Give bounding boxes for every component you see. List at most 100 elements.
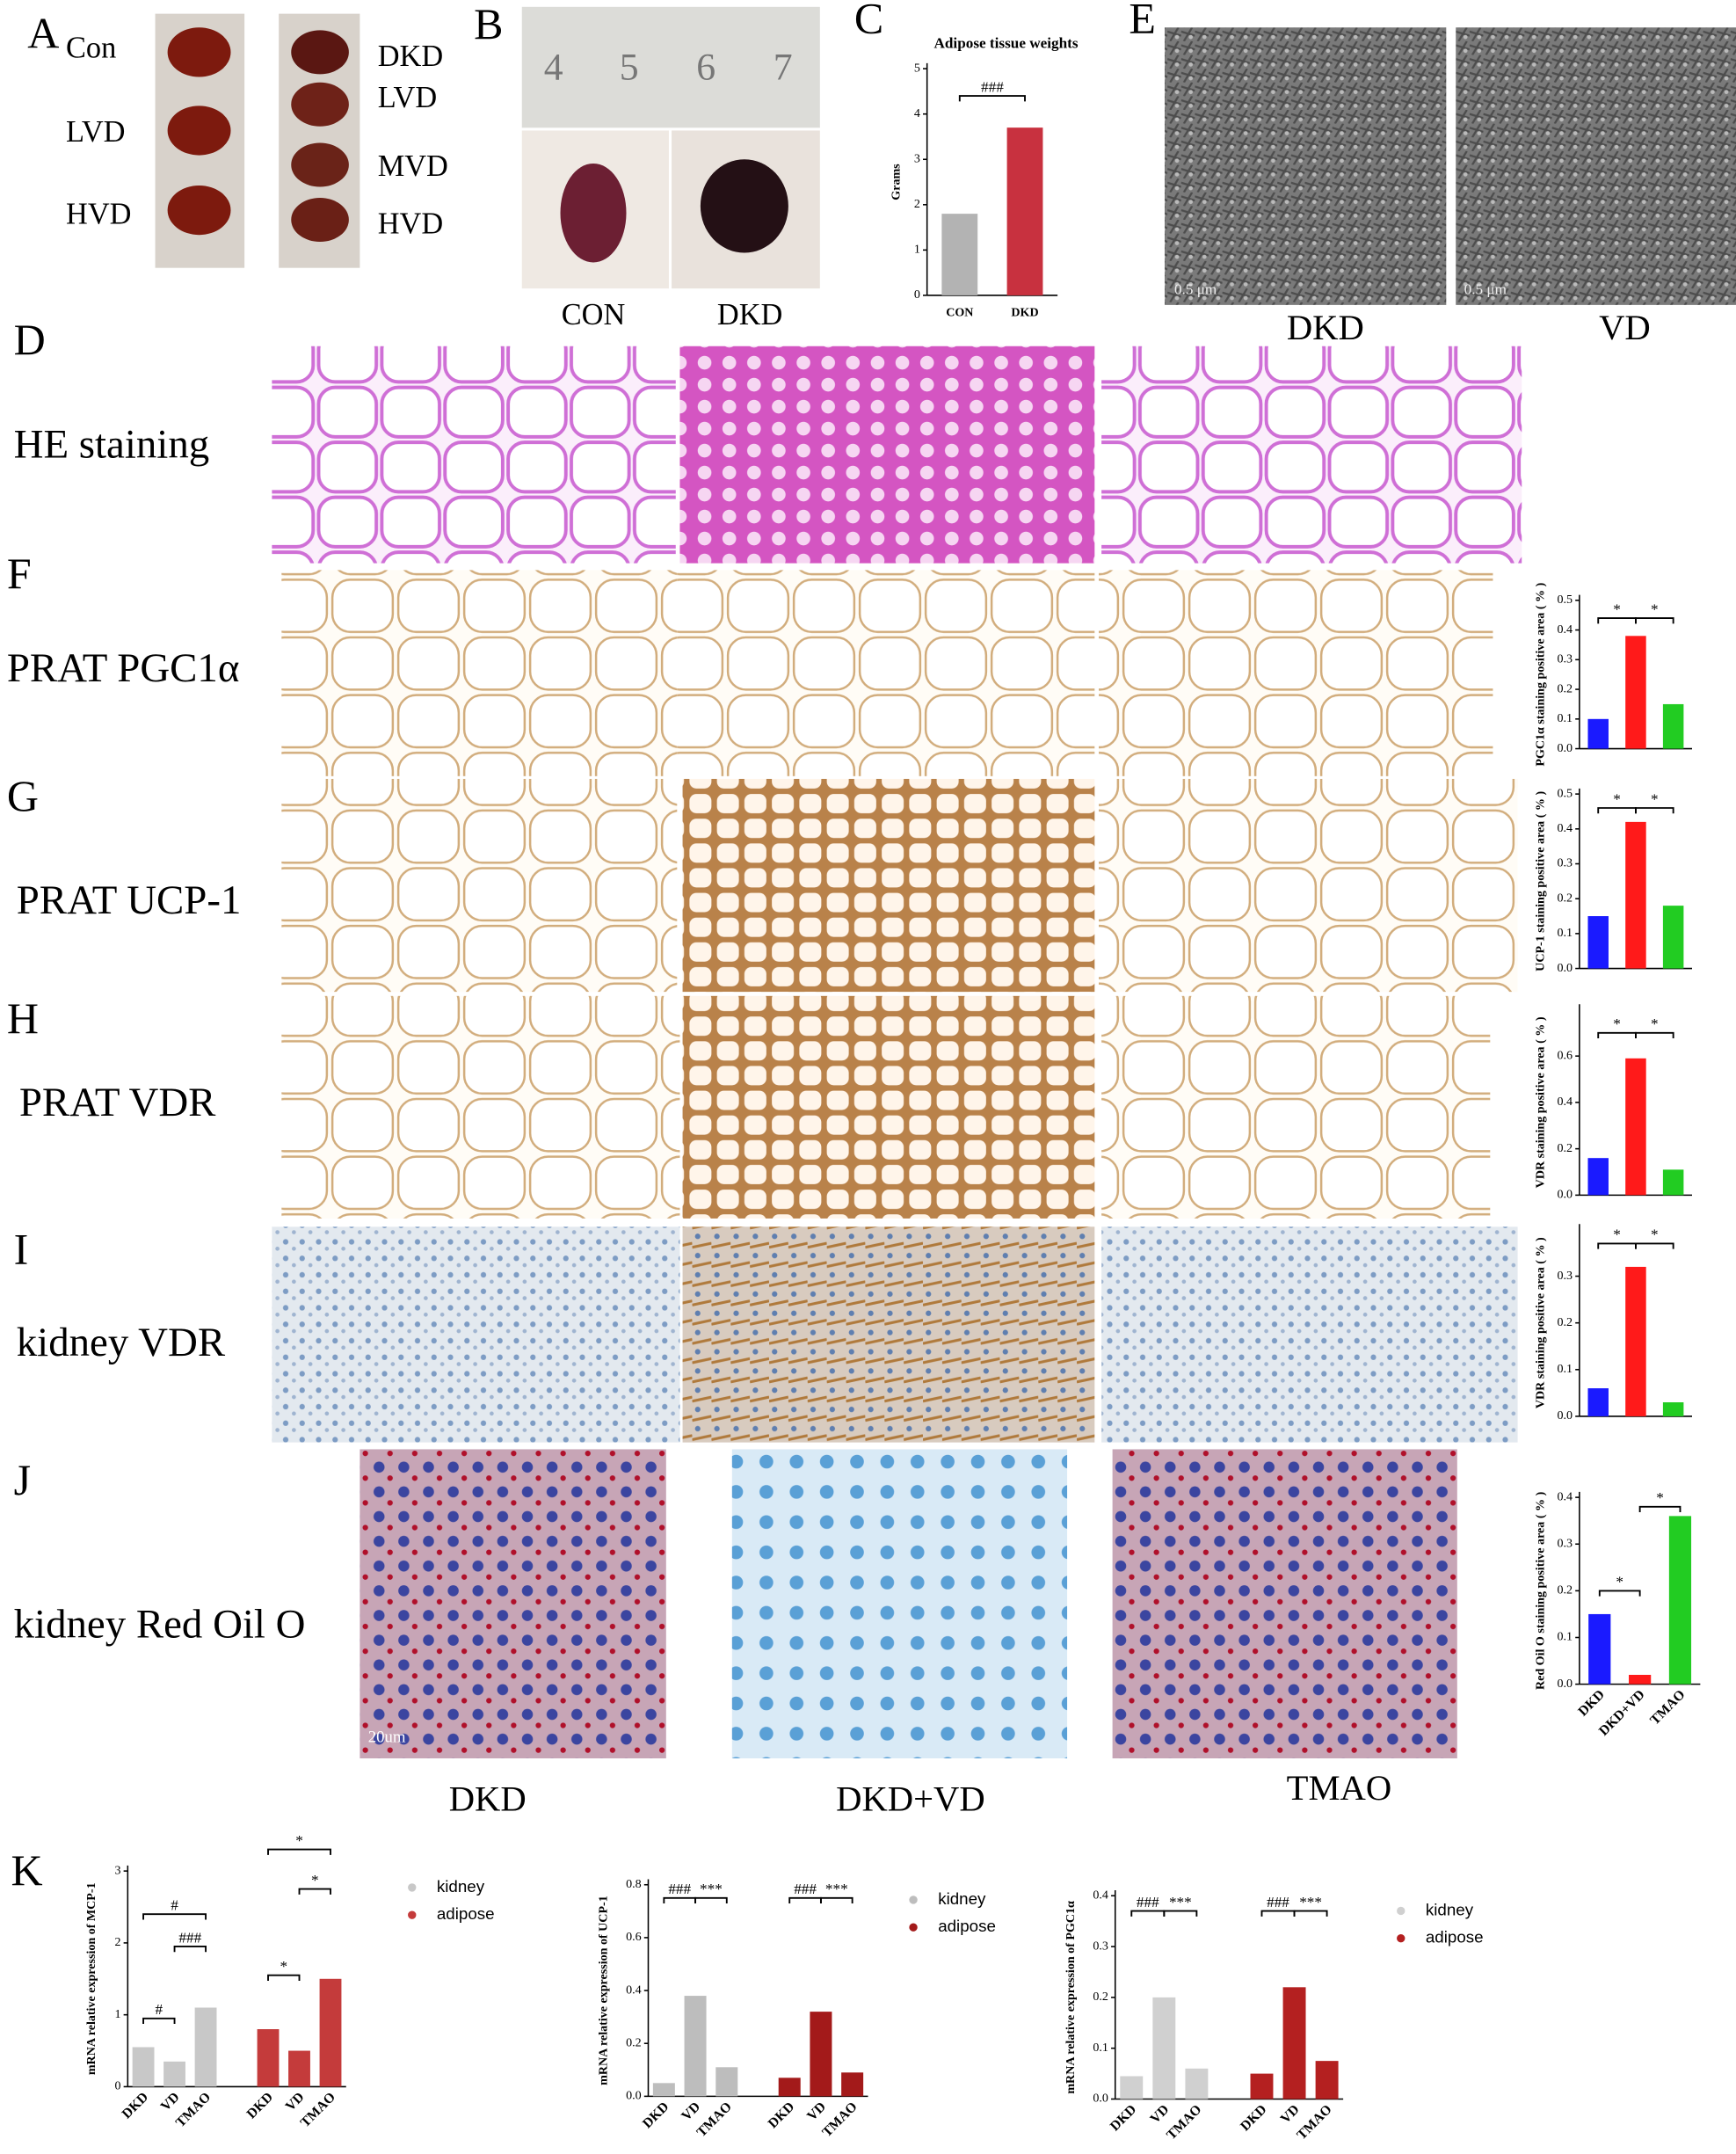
histology-image <box>1101 346 1522 564</box>
kidney-photo <box>167 106 231 156</box>
y-tick-label: 0.3 <box>1093 1939 1108 1953</box>
y-tick-label: 0.4 <box>1558 821 1573 835</box>
legend-label: adipose <box>1426 1928 1484 1947</box>
bar <box>288 2050 310 2087</box>
bar <box>194 2007 217 2087</box>
significance-bracket <box>663 1896 697 1904</box>
significance-label: * <box>295 1832 303 1849</box>
caption: DKD <box>717 298 782 331</box>
x-tick-label: TMAO <box>819 2099 860 2140</box>
significance-bracket <box>1598 1590 1641 1597</box>
bar <box>1668 1516 1692 1685</box>
x-tick-label: TMAO <box>1164 2102 1204 2143</box>
row-label: PRAT PGC1α <box>7 645 240 691</box>
y-tick-label: 0.6 <box>626 1930 642 1944</box>
panel-letter: B <box>474 0 503 48</box>
histology-image <box>1101 1226 1518 1443</box>
legend-label: kidney <box>938 1889 986 1908</box>
significance-bracket <box>1635 617 1674 624</box>
kidney-photo <box>291 198 349 242</box>
bar <box>1625 1266 1646 1416</box>
x-tick-label: TMAO <box>173 2090 214 2130</box>
em-image <box>1165 27 1447 305</box>
panel-letter: H <box>7 993 39 1043</box>
panel-letter: J <box>14 1455 31 1504</box>
significance-label: * <box>1613 790 1621 807</box>
x-tick-label: DKD <box>1108 2102 1140 2135</box>
bar <box>1185 2068 1209 2099</box>
panel-letter: K <box>11 1845 43 1895</box>
significance-label: *** <box>1299 1894 1322 1910</box>
scale-label: 20um <box>368 1728 406 1746</box>
significance-bracket <box>1597 617 1637 624</box>
significance-label: * <box>1616 1574 1623 1590</box>
significance-label: * <box>1613 1015 1621 1032</box>
kidney-photo <box>291 30 349 75</box>
bar <box>1662 703 1684 749</box>
x-tick-label: TMAO <box>298 2090 338 2130</box>
x-tick-label: DKD <box>1238 2102 1270 2135</box>
row-label: kidney Red Oil O <box>14 1602 306 1648</box>
significance-bracket <box>694 1896 728 1904</box>
y-tick-label: 0.3 <box>1558 856 1573 870</box>
significance-bracket <box>142 2017 176 2024</box>
legend-label: adipose <box>938 1917 996 1935</box>
bar <box>841 2072 864 2097</box>
y-tick-label: 0.4 <box>1558 1489 1573 1503</box>
caption: CON <box>562 298 626 331</box>
y-tick-label: 3 <box>914 151 920 165</box>
kidney-photo <box>291 142 349 187</box>
y-axis-label: mRNA relative expression of PGC1α <box>1064 1901 1078 2094</box>
y-tick-label: 0.4 <box>1558 622 1573 637</box>
y-tick-label: 0 <box>914 287 920 302</box>
x-tick-label: VD <box>804 2099 829 2124</box>
panel-letter: G <box>7 771 39 820</box>
histology-image <box>682 778 1095 993</box>
group-label: HVD <box>378 207 443 241</box>
significance-bracket <box>1597 1031 1637 1039</box>
row-label: PRAT UCP-1 <box>17 877 242 923</box>
kidney-photo <box>291 82 349 127</box>
y-tick-label: 0.3 <box>1558 652 1573 666</box>
y-tick-label: 0.1 <box>1558 1362 1573 1376</box>
histology-image <box>682 1226 1095 1443</box>
x-tick-label: DKD <box>766 2099 798 2132</box>
significance-label: * <box>280 1958 287 1975</box>
significance-label: # <box>156 2001 163 2018</box>
ruler-number: 4 <box>544 47 563 89</box>
group-label: DKD <box>378 40 443 73</box>
legend-label: adipose <box>437 1904 495 1923</box>
tissue-photo <box>700 159 788 253</box>
row-label: PRAT VDR <box>19 1080 216 1125</box>
y-tick-label: 0.8 <box>626 1877 642 1891</box>
bar <box>652 2083 675 2097</box>
histology-image <box>281 778 678 993</box>
tissue-photo <box>560 163 627 263</box>
significance-bracket <box>1260 1910 1296 1917</box>
bar <box>1250 2073 1274 2099</box>
histology-image <box>360 1449 666 1758</box>
y-axis-label: mRNA relative expression of UCP-1 <box>597 1896 611 2085</box>
bar <box>941 214 978 295</box>
histology-image <box>272 346 676 564</box>
ruler-number: 7 <box>774 47 793 89</box>
y-tick-label: 4 <box>914 106 920 120</box>
significance-label: *** <box>825 1881 848 1897</box>
x-tick-label: TMAO <box>1647 1687 1688 1728</box>
legend-label: kidney <box>437 1877 485 1896</box>
bar <box>684 1996 707 2097</box>
y-tick-label: 0.4 <box>626 1983 642 1997</box>
bar <box>1587 1388 1609 1416</box>
x-tick-label: CON <box>946 305 973 319</box>
x-tick-label: TMAO <box>1294 2102 1334 2143</box>
y-tick-label: 0.2 <box>1093 1990 1108 2004</box>
legend-marker <box>909 1896 918 1904</box>
x-tick-label: DKD <box>1575 1687 1608 1720</box>
y-tick-label: 0.2 <box>1558 1583 1573 1597</box>
y-tick-label: 0.4 <box>1093 1888 1108 1902</box>
significance-bracket <box>173 1946 207 1953</box>
group-label: HVD <box>66 198 131 231</box>
bar <box>1625 821 1646 969</box>
bar <box>1315 2061 1339 2099</box>
